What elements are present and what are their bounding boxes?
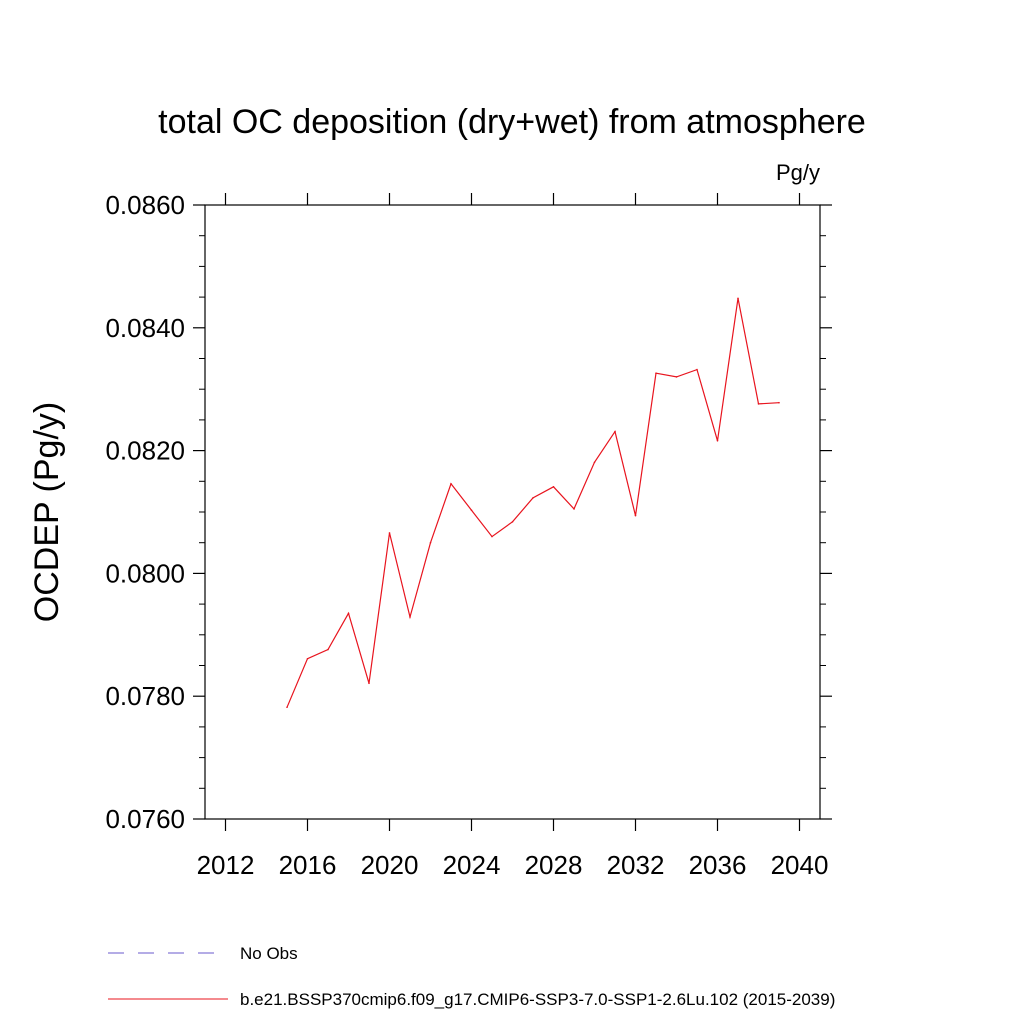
data-point bbox=[286, 706, 288, 709]
y-tick-label: 0.0840 bbox=[105, 313, 185, 343]
chart-title: total OC deposition (dry+wet) from atmos… bbox=[158, 103, 866, 141]
data-point bbox=[306, 657, 309, 660]
data-point bbox=[737, 297, 739, 300]
x-tick-label: 2032 bbox=[607, 850, 665, 880]
data-point bbox=[593, 461, 596, 464]
data-point bbox=[368, 682, 370, 685]
y-tick-label: 0.0860 bbox=[105, 190, 185, 220]
x-tick-label: 2024 bbox=[443, 850, 501, 880]
data-point bbox=[675, 376, 678, 378]
data-point bbox=[757, 403, 760, 405]
data-point bbox=[552, 486, 555, 488]
legend-label: b.e21.BSSP370cmip6.f09_g17.CMIP6-SSP3-7.… bbox=[240, 990, 835, 1009]
data-point bbox=[491, 535, 493, 538]
plot-frame bbox=[204, 204, 821, 820]
data-point bbox=[409, 616, 411, 618]
data-point bbox=[573, 508, 575, 510]
data-point bbox=[347, 612, 350, 615]
data-point bbox=[450, 482, 452, 485]
y-axis-title: OCDEP (Pg/y) bbox=[28, 402, 66, 622]
units-label: Pg/y bbox=[776, 160, 820, 185]
x-tick-label: 2012 bbox=[197, 850, 255, 880]
axis-tick-labels: 0.0760 0.0780 0.0800 0.0820 0.0840 0.0860 2012… bbox=[105, 190, 828, 880]
x-tick-label: 2028 bbox=[525, 850, 583, 880]
data-point bbox=[327, 648, 329, 651]
data-point bbox=[634, 514, 637, 517]
y-tick-label: 0.0820 bbox=[105, 436, 185, 466]
axis-ticks bbox=[193, 193, 832, 831]
data-point bbox=[511, 521, 514, 523]
series-lines bbox=[286, 297, 780, 709]
y-tick-label: 0.0760 bbox=[105, 804, 185, 834]
series-line bbox=[286, 298, 780, 708]
data-point bbox=[388, 532, 391, 534]
x-tick-label: 2020 bbox=[361, 850, 419, 880]
data-point bbox=[778, 401, 780, 404]
x-tick-label: 2036 bbox=[689, 850, 747, 880]
legend: No Obs b.e21.BSSP370cmip6.f09_g17.CMIP6-S… bbox=[108, 944, 835, 1009]
x-tick-label: 2040 bbox=[771, 850, 829, 880]
y-tick-label: 0.0780 bbox=[105, 681, 185, 711]
x-tick-label: 2016 bbox=[279, 850, 337, 880]
data-point bbox=[532, 497, 534, 499]
data-point bbox=[470, 509, 473, 511]
data-point bbox=[696, 368, 698, 371]
data-point bbox=[614, 430, 616, 433]
data-point bbox=[429, 541, 432, 544]
data-point bbox=[716, 439, 719, 442]
legend-label: No Obs bbox=[240, 944, 298, 963]
data-point bbox=[655, 372, 657, 375]
y-tick-label: 0.0800 bbox=[105, 558, 185, 588]
